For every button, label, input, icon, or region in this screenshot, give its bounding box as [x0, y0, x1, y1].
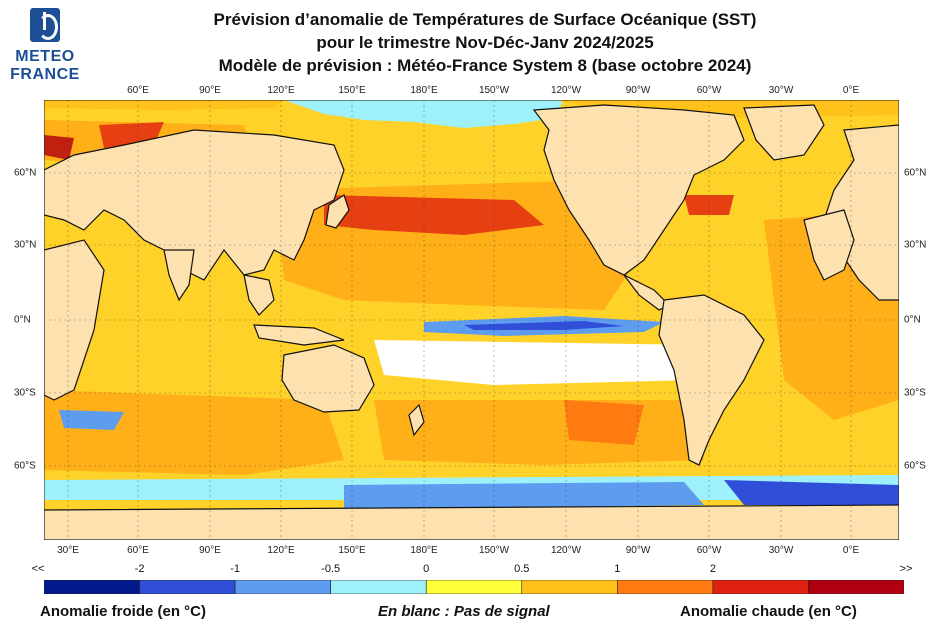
- europe-africa-west: [823, 124, 899, 301]
- colorbar-tick-label: 0.5: [514, 563, 530, 575]
- colorbar-tick-label: -0.5: [321, 563, 341, 575]
- bottom-lon-label: 30°E: [57, 545, 79, 556]
- top-lon-label: 0°E: [842, 85, 860, 96]
- title-line2: pour le trimestre Nov-Déc-Janv 2024/2025: [316, 33, 654, 52]
- new-zealand: [408, 403, 425, 437]
- bottom-lon-label: 180°E: [410, 545, 438, 556]
- right-lat-label: 60°N: [904, 167, 927, 179]
- colorbar-segment: [521, 580, 618, 594]
- weddell-cold-band: [724, 480, 899, 505]
- japan: [325, 194, 350, 229]
- colorbar-segment: [425, 580, 523, 594]
- legend-warm-label: Anomalie chaude (en °C): [680, 603, 857, 620]
- top-lon-label: 150°W: [478, 85, 510, 96]
- south-pacific-hot-area: [564, 400, 644, 445]
- bottom-lon-label: 150°E: [338, 545, 366, 556]
- norwegian-hot-area: [44, 135, 74, 160]
- logo-text-line1: METEO: [15, 48, 75, 65]
- no-signal-area: [374, 340, 704, 385]
- india: [163, 249, 195, 302]
- south-indian-cold-patch: [59, 410, 124, 430]
- colorbar-segment: [234, 580, 331, 594]
- colorbar-segment: [617, 580, 714, 594]
- colorbar: [44, 580, 904, 594]
- graticule: [44, 100, 899, 540]
- colorbar-tick-label: -1: [230, 563, 240, 575]
- top-lon-label: 150°E: [338, 85, 366, 96]
- top-lon-label: 90°W: [625, 85, 651, 96]
- title-line3: Modèle de prévision : Météo-France Syste…: [218, 56, 752, 75]
- right-lat-label: 60°S: [904, 460, 926, 472]
- bottom-lon-label: 150°W: [478, 545, 510, 556]
- colorbar-tick-label: 1: [614, 563, 621, 575]
- colorbar-segment: [330, 580, 427, 594]
- colorbar-tick-label: <<: [31, 563, 45, 575]
- greenland: [743, 104, 825, 161]
- left-lat-label: 60°N: [14, 167, 37, 179]
- left-lat-label: 60°S: [14, 460, 36, 472]
- top-lon-label: 60°W: [696, 85, 722, 96]
- indochina: [243, 274, 275, 316]
- logo-text-line2: FRANCE: [10, 66, 80, 83]
- left-lat-label: 30°S: [14, 387, 36, 399]
- bottom-lon-label: 90°E: [199, 545, 221, 556]
- colorbar-tick-label: 2: [709, 563, 716, 575]
- south-indian-warm-area: [44, 390, 344, 475]
- colorbar-tick-label: -2: [134, 563, 145, 575]
- left-lat-label: 0°N: [14, 314, 31, 326]
- south-pacific-warm-area: [374, 400, 704, 465]
- bottom-lon-label: 30°W: [768, 545, 794, 556]
- indonesia: [253, 324, 345, 346]
- meteo-france-logo-icon: [30, 8, 60, 42]
- bottom-lon-label: 90°W: [625, 545, 651, 556]
- southern-ocean-cold-band: [344, 482, 704, 510]
- right-lat-label: 30°S: [904, 387, 926, 399]
- top-lon-label: 90°E: [199, 85, 221, 96]
- right-lat-label: 0°N: [904, 314, 921, 326]
- top-lon-label: 120°W: [550, 85, 582, 96]
- colorbar-segment: [712, 580, 809, 594]
- eurasia: [44, 129, 345, 281]
- top-lon-label: 60°E: [127, 85, 149, 96]
- no-signal-note: En blanc : Pas de signal: [378, 603, 550, 620]
- central-pacific-cold-core: [464, 321, 624, 330]
- colorbar-tick-label: 0: [423, 563, 430, 575]
- top-lon-label: 30°W: [768, 85, 794, 96]
- top-lon-label: 180°E: [410, 85, 438, 96]
- bottom-lon-label: 60°W: [696, 545, 722, 556]
- bottom-lon-label: 60°E: [127, 545, 149, 556]
- north-pacific-warm-blob: [324, 195, 544, 235]
- bottom-lon-label: 120°W: [550, 545, 582, 556]
- colorbar-tick-label: >>: [899, 563, 913, 575]
- colorbar-segment: [44, 580, 140, 594]
- meteo-france-logo: METEO FRANCE: [8, 8, 82, 84]
- antarctica: [44, 504, 899, 540]
- left-lat-label: 30°N: [14, 239, 37, 251]
- colorbar-segment: [139, 580, 236, 594]
- australia: [281, 344, 375, 413]
- right-lat-label: 30°N: [904, 239, 927, 251]
- colorbar-segment: [808, 580, 904, 594]
- legend-cold-label: Anomalie froide (en °C): [40, 603, 207, 620]
- title-line1: Prévision d’anomalie de Températures de …: [213, 10, 757, 29]
- bottom-lon-label: 0°E: [842, 545, 860, 556]
- continents: [44, 104, 899, 540]
- arctic-warm-area: [44, 100, 284, 110]
- bottom-lon-label: 120°E: [267, 545, 295, 556]
- sst-anomaly-map: [44, 100, 899, 540]
- top-lon-label: 120°E: [267, 85, 295, 96]
